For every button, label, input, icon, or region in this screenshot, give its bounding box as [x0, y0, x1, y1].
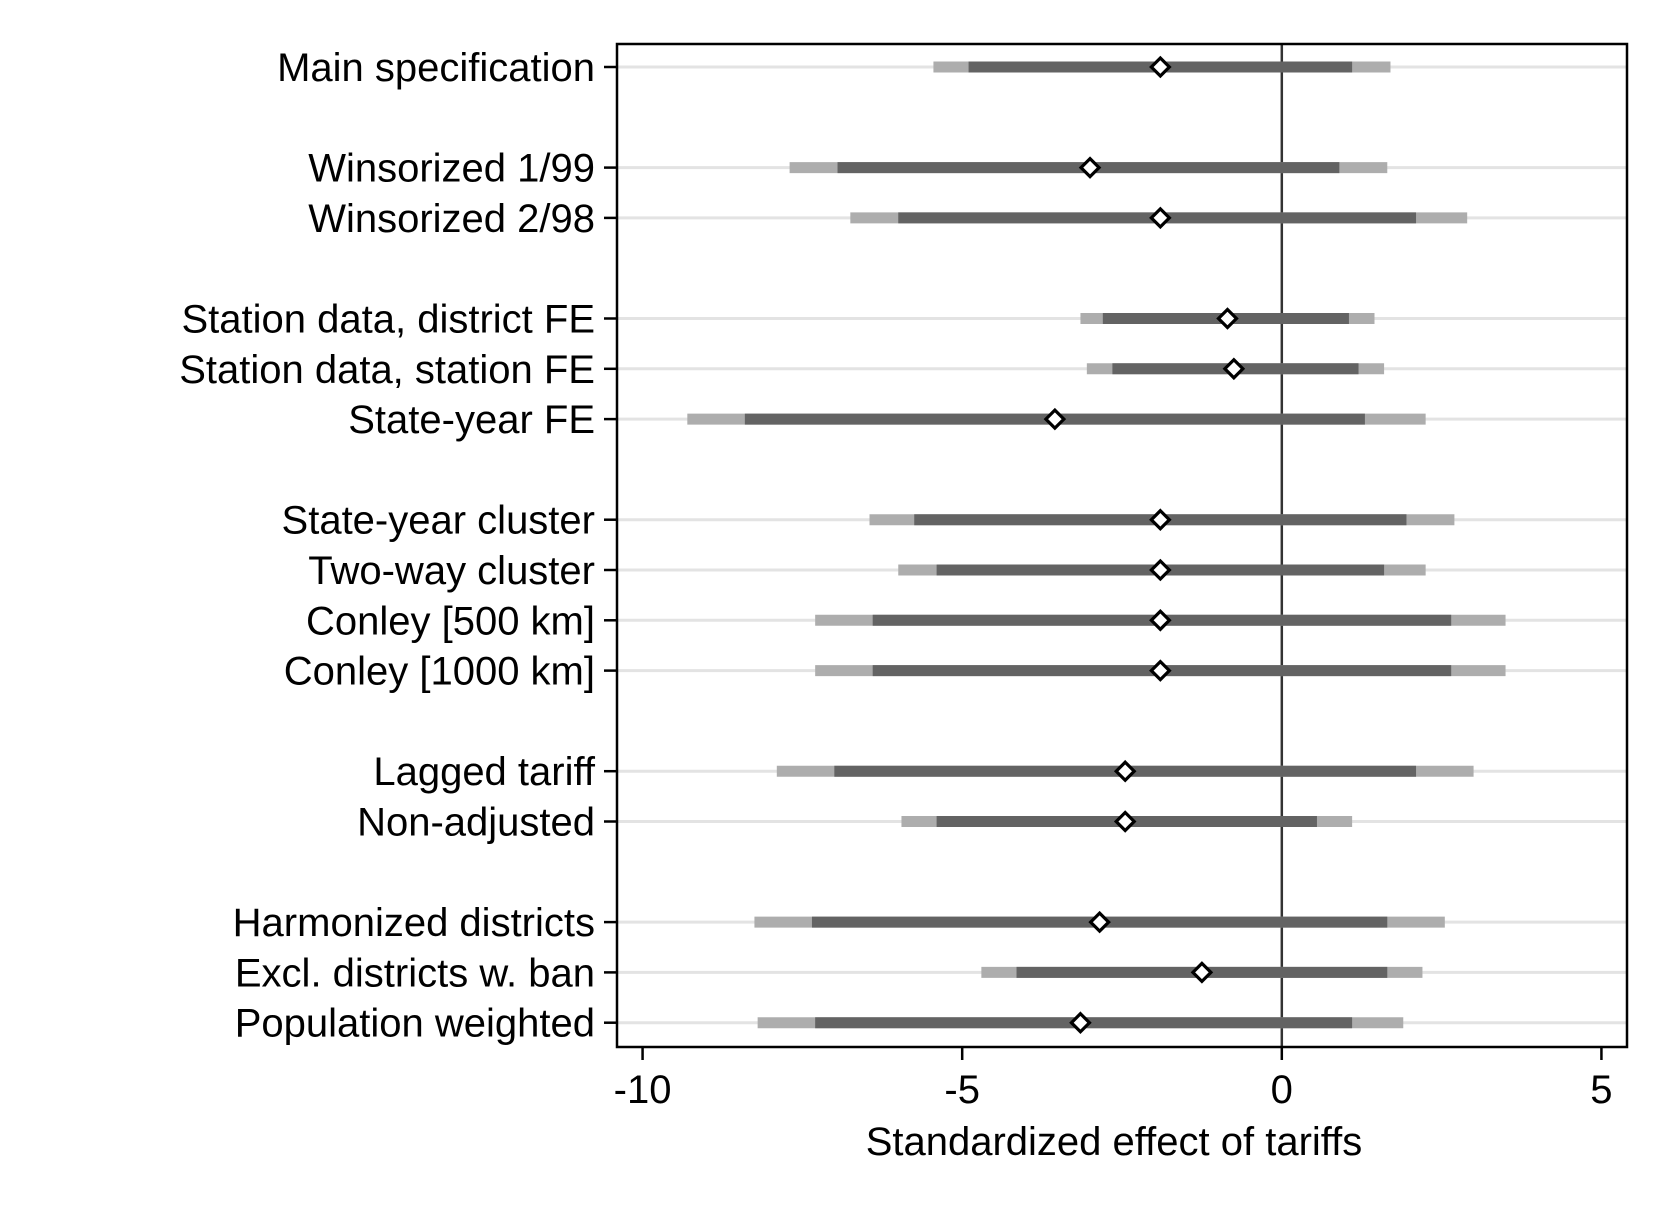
- point-estimate-marker: [1190, 961, 1214, 984]
- point-estimate-marker: [1043, 407, 1067, 431]
- x-tick-label: -10: [614, 1068, 672, 1112]
- point-estimate-marker: [1149, 609, 1172, 632]
- point-estimate-marker: [1149, 206, 1172, 230]
- y-axis: Main specification Winsorized 1/99 Winsori…: [179, 46, 617, 1046]
- y-tick-label: Conley [1000 km]: [284, 650, 595, 694]
- x-tick-label: 5: [1590, 1068, 1612, 1112]
- y-tick-label: Population weighted: [235, 1002, 595, 1046]
- point-estimate-marker: [1078, 156, 1102, 179]
- point-estimate-marker: [1069, 1011, 1092, 1034]
- y-tick-label: Conley [500 km]: [306, 599, 595, 643]
- y-tick-label: Harmonized districts: [233, 901, 595, 945]
- y-tick-label: Excl. districts w. ban: [235, 951, 595, 995]
- y-tick-label: Winsorized 2/98: [308, 197, 595, 241]
- plot-frame: [615, 42, 1629, 1049]
- point-estimate-marker: [1113, 810, 1137, 833]
- point-estimate-marker: [1088, 910, 1111, 934]
- y-tick-label: State-year cluster: [282, 499, 595, 543]
- x-tick-label: 0: [1271, 1068, 1293, 1112]
- point-estimate-marker: [1149, 508, 1172, 531]
- point-estimate-marker: [1149, 558, 1172, 582]
- point-estimate-marker: [1216, 307, 1239, 330]
- y-tick-label: Two-way cluster: [308, 549, 595, 593]
- y-tick-label: Station data, station FE: [179, 348, 595, 392]
- x-tick-label: -5: [944, 1068, 980, 1112]
- series-marks: [687, 55, 1506, 1034]
- y-tick-label: Non-adjusted: [357, 801, 595, 845]
- y-tick-label: Station data, district FE: [181, 298, 595, 342]
- point-estimate-marker: [1149, 659, 1172, 682]
- y-tick-label: Lagged tariff: [373, 750, 596, 794]
- y-tick-label: State-year FE: [348, 398, 595, 442]
- point-estimate-marker: [1113, 759, 1137, 783]
- x-axis-title: Standardized effect of tariffs: [866, 1120, 1363, 1164]
- y-tick-label: Winsorized 1/99: [308, 147, 595, 191]
- x-axis: -10 -5 0 5: [614, 1047, 1613, 1112]
- y-tick-label: Main specification: [277, 46, 595, 90]
- point-estimate-marker: [1149, 55, 1172, 79]
- point-estimate-marker: [1222, 357, 1246, 381]
